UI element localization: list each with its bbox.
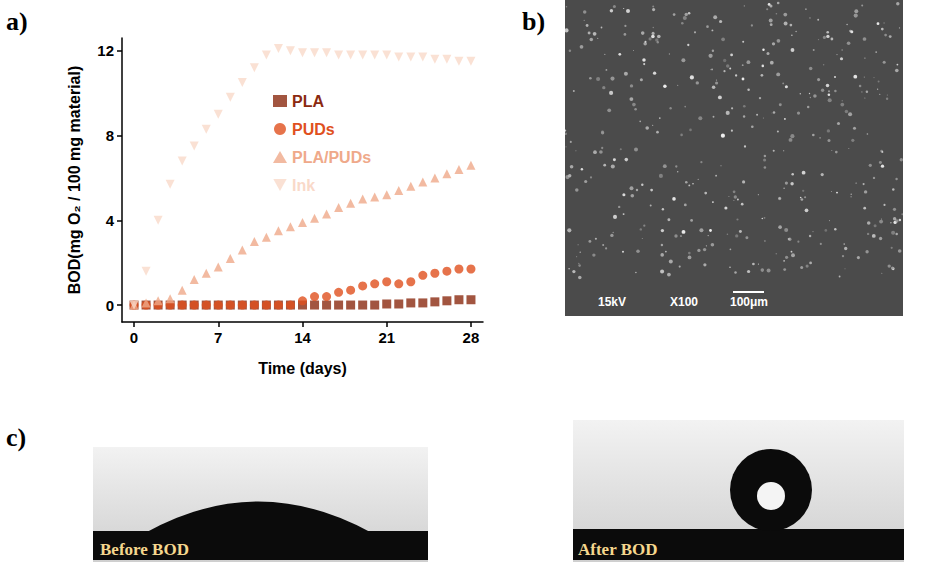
svg-text:Ink: Ink <box>292 177 315 194</box>
svg-text:0: 0 <box>106 297 114 314</box>
svg-text:Before BOD: Before BOD <box>100 540 189 559</box>
svg-text:4: 4 <box>106 212 115 229</box>
svg-text:0: 0 <box>130 329 138 346</box>
svg-text:X100: X100 <box>670 295 698 309</box>
svg-text:100μm: 100μm <box>730 295 768 309</box>
svg-text:b): b) <box>522 7 545 36</box>
svg-text:12: 12 <box>97 42 114 59</box>
svg-text:c): c) <box>6 423 26 452</box>
svg-text:Time (days): Time (days) <box>258 360 347 377</box>
svg-text:PLA/PUDs: PLA/PUDs <box>292 149 371 166</box>
svg-text:BOD(mg O₂ / 100 mg material): BOD(mg O₂ / 100 mg material) <box>66 66 83 295</box>
svg-text:21: 21 <box>378 329 395 346</box>
svg-text:PUDs: PUDs <box>292 121 335 138</box>
svg-text:PLA: PLA <box>292 93 324 110</box>
svg-text:After BOD: After BOD <box>578 540 657 559</box>
svg-text:a): a) <box>6 7 28 36</box>
svg-text:7: 7 <box>214 329 222 346</box>
svg-text:8: 8 <box>106 127 114 144</box>
svg-text:28: 28 <box>463 329 480 346</box>
svg-text:15kV: 15kV <box>598 295 626 309</box>
svg-text:14: 14 <box>294 329 311 346</box>
